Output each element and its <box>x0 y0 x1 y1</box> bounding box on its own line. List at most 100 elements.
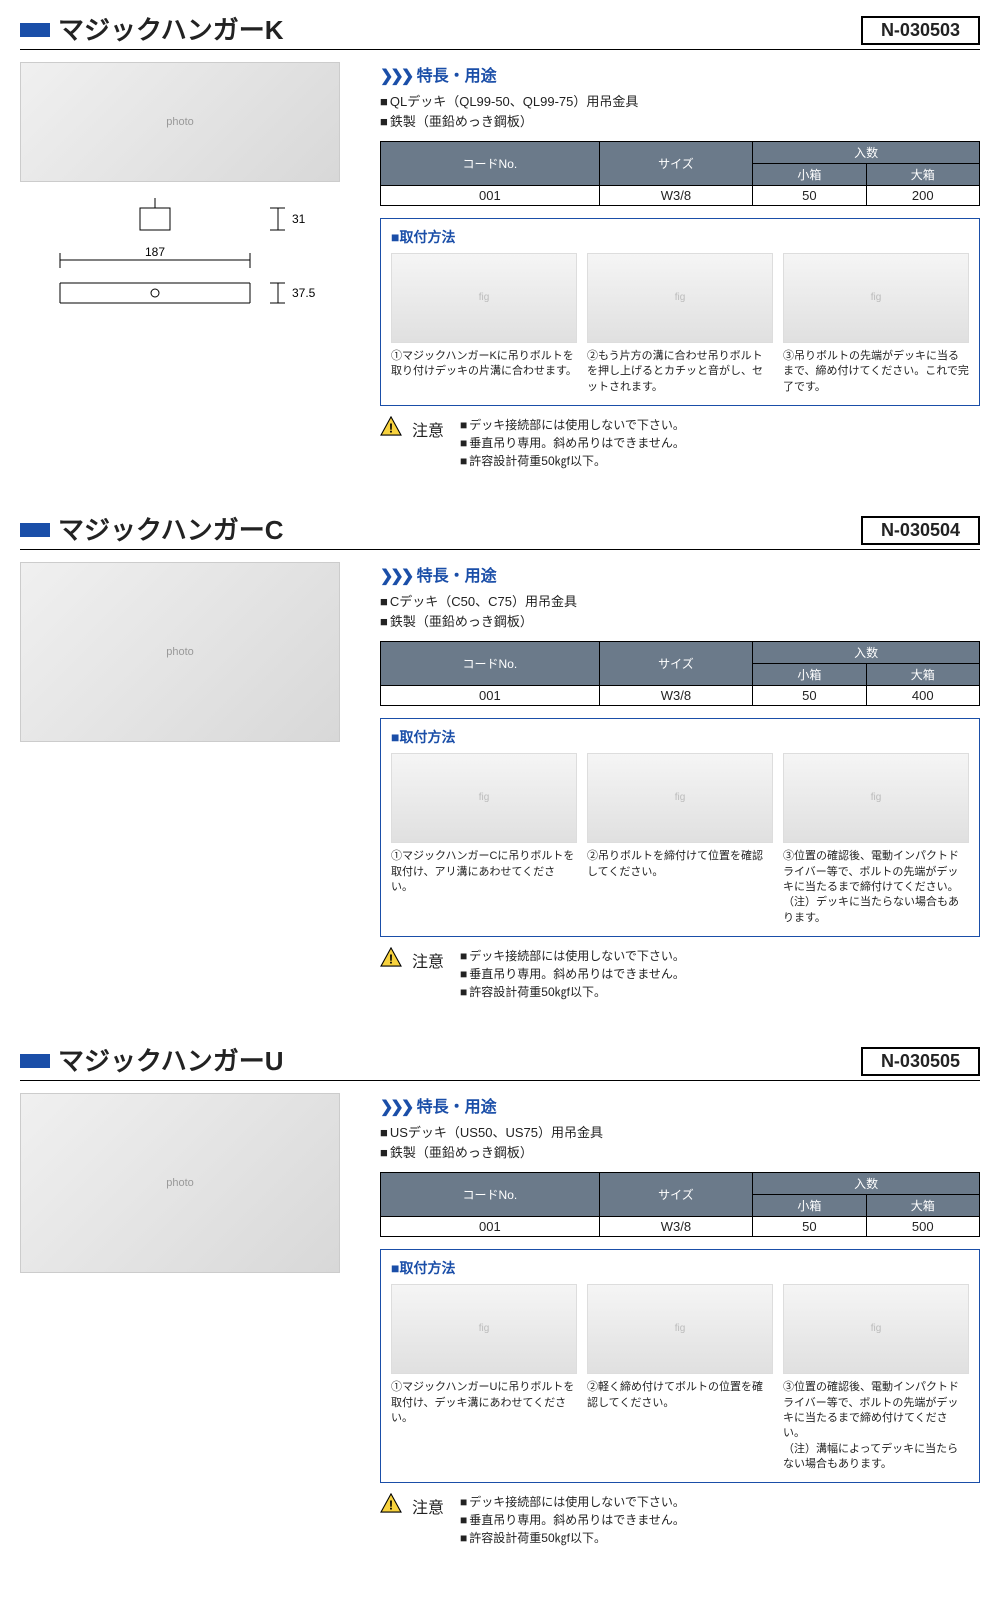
product-header: マジックハンガーK N-030503 <box>20 10 980 50</box>
feature-item: 鉄製（亜鉛めっき鋼板） <box>380 612 980 632</box>
attention-block: ! 注意 デッキ接続部には使用しないで下さい。垂直吊り専用。斜め吊りはできません… <box>380 1493 980 1547</box>
method-title: ■取付方法 <box>391 227 969 247</box>
step-text: ②吊りボルトを締付けて位置を確認してください。 <box>587 849 773 880</box>
step-text: ①マジックハンガーUに吊りボルトを取付け、デッキ溝にあわせてください。 <box>391 1380 577 1426</box>
method-box: ■取付方法 fig ①マジックハンガーCに吊りボルトを取付け、アリ溝にあわせてく… <box>380 718 980 937</box>
th-large: 大箱 <box>866 164 979 186</box>
th-qty: 入数 <box>753 1173 980 1195</box>
th-large: 大箱 <box>866 1195 979 1217</box>
dimension-drawing: 187 31 37.5 <box>20 198 360 331</box>
spec-table: コードNo. サイズ 入数 小箱 大箱 001W3/850400 <box>380 641 980 706</box>
product-title: マジックハンガーC <box>58 510 861 547</box>
step-text: ③吊りボルトの先端がデッキに当るまで、締め付けてください。これで完了です。 <box>783 349 969 395</box>
step-illustration: fig <box>587 253 773 343</box>
features-list: Cデッキ（C50、C75）用吊金具鉄製（亜鉛めっき鋼板） <box>380 592 980 631</box>
attention-list: デッキ接続部には使用しないで下さい。垂直吊り専用。斜め吊りはできません。許容設計… <box>460 416 685 470</box>
th-size: サイズ <box>599 1173 752 1217</box>
step-text: ①マジックハンガーKに吊りボルトを取り付けデッキの片溝に合わせます。 <box>391 349 577 380</box>
method-step: fig ①マジックハンガーCに吊りボルトを取付け、アリ溝にあわせてください。 <box>391 753 577 926</box>
method-step: fig ②もう片方の溝に合わせ吊りボルトを押し上げるとカチッと音がし、セットされ… <box>587 253 773 395</box>
right-column: 特長・用途 QLデッキ（QL99-50、QL99-75）用吊金具鉄製（亜鉛めっき… <box>380 62 980 470</box>
method-box: ■取付方法 fig ①マジックハンガーKに吊りボルトを取り付けデッキの片溝に合わ… <box>380 218 980 406</box>
step-illustration: fig <box>783 1284 969 1374</box>
step-illustration: fig <box>391 753 577 843</box>
attention-item: 垂直吊り専用。斜め吊りはできません。 <box>460 1511 685 1529</box>
attention-block: ! 注意 デッキ接続部には使用しないで下さい。垂直吊り専用。斜め吊りはできません… <box>380 416 980 470</box>
product-section: マジックハンガーC N-030504 photo 特長・用途 Cデッキ（C50、… <box>20 510 980 1001</box>
svg-text:187: 187 <box>145 245 165 259</box>
step-illustration: fig <box>587 753 773 843</box>
attention-label: 注意 <box>412 1493 444 1518</box>
th-code: コードNo. <box>381 1173 600 1217</box>
product-code: N-030504 <box>861 516 980 545</box>
svg-text:!: ! <box>389 421 393 436</box>
right-column: 特長・用途 Cデッキ（C50、C75）用吊金具鉄製（亜鉛めっき鋼板） コードNo… <box>380 562 980 1001</box>
feature-item: 鉄製（亜鉛めっき鋼板） <box>380 1143 980 1163</box>
table-row: 001W3/850400 <box>381 686 980 706</box>
step-illustration: fig <box>783 753 969 843</box>
table-row: 001W3/850500 <box>381 1217 980 1237</box>
product-header: マジックハンガーC N-030504 <box>20 510 980 550</box>
th-large: 大箱 <box>866 664 979 686</box>
svg-text:!: ! <box>389 951 393 966</box>
product-title: マジックハンガーK <box>58 10 861 47</box>
method-step: fig ③吊りボルトの先端がデッキに当るまで、締め付けてください。これで完了です… <box>783 253 969 395</box>
product-code: N-030503 <box>861 16 980 45</box>
product-section: マジックハンガーU N-030505 photo 特長・用途 USデッキ（US5… <box>20 1041 980 1547</box>
step-illustration: fig <box>783 253 969 343</box>
left-column: photo <box>20 562 360 1001</box>
left-column: photo <box>20 1093 360 1547</box>
method-step: fig ②吊りボルトを締付けて位置を確認してください。 <box>587 753 773 926</box>
product-header: マジックハンガーU N-030505 <box>20 1041 980 1081</box>
svg-text:!: ! <box>389 1498 393 1513</box>
step-text: ③位置の確認後、電動インパクトドライバー等で、ボルトの先端がデッキに当たるまで締… <box>783 1380 969 1472</box>
product-code: N-030505 <box>861 1047 980 1076</box>
th-small: 小箱 <box>753 664 866 686</box>
feature-item: Cデッキ（C50、C75）用吊金具 <box>380 592 980 612</box>
attention-list: デッキ接続部には使用しないで下さい。垂直吊り専用。斜め吊りはできません。許容設計… <box>460 1493 685 1547</box>
attention-item: デッキ接続部には使用しないで下さい。 <box>460 1493 685 1511</box>
step-text: ②もう片方の溝に合わせ吊りボルトを押し上げるとカチッと音がし、セットされます。 <box>587 349 773 395</box>
attention-list: デッキ接続部には使用しないで下さい。垂直吊り専用。斜め吊りはできません。許容設計… <box>460 947 685 1001</box>
attention-block: ! 注意 デッキ接続部には使用しないで下さい。垂直吊り専用。斜め吊りはできません… <box>380 947 980 1001</box>
warning-icon: ! <box>380 947 402 967</box>
attention-item: デッキ接続部には使用しないで下さい。 <box>460 947 685 965</box>
attention-item: 許容設計荷重50㎏f以下。 <box>460 452 685 470</box>
spec-table: コードNo. サイズ 入数 小箱 大箱 001W3/850200 <box>380 141 980 206</box>
th-qty: 入数 <box>753 142 980 164</box>
attention-label: 注意 <box>412 416 444 441</box>
warning-icon: ! <box>380 1493 402 1513</box>
step-text: ③位置の確認後、電動インパクトドライバー等で、ボルトの先端がデッキに当たるまで締… <box>783 849 969 926</box>
feature-item: USデッキ（US50、US75）用吊金具 <box>380 1123 980 1143</box>
attention-item: 垂直吊り専用。斜め吊りはできません。 <box>460 965 685 983</box>
product-title: マジックハンガーU <box>58 1041 861 1078</box>
header-mark <box>20 523 50 537</box>
left-column: photo <box>20 62 360 470</box>
th-size: サイズ <box>599 642 752 686</box>
attention-item: 許容設計荷重50㎏f以下。 <box>460 1529 685 1547</box>
features-list: USデッキ（US50、US75）用吊金具鉄製（亜鉛めっき鋼板） <box>380 1123 980 1162</box>
th-small: 小箱 <box>753 164 866 186</box>
features-header: 特長・用途 <box>380 62 980 86</box>
method-step: fig ①マジックハンガーKに吊りボルトを取り付けデッキの片溝に合わせます。 <box>391 253 577 395</box>
attention-item: デッキ接続部には使用しないで下さい。 <box>460 416 685 434</box>
th-code: コードNo. <box>381 142 600 186</box>
table-row: 001W3/850200 <box>381 186 980 206</box>
feature-item: 鉄製（亜鉛めっき鋼板） <box>380 112 980 132</box>
right-column: 特長・用途 USデッキ（US50、US75）用吊金具鉄製（亜鉛めっき鋼板） コー… <box>380 1093 980 1547</box>
svg-text:31: 31 <box>292 212 306 226</box>
features-list: QLデッキ（QL99-50、QL99-75）用吊金具鉄製（亜鉛めっき鋼板） <box>380 92 980 131</box>
warning-icon: ! <box>380 416 402 436</box>
th-qty: 入数 <box>753 642 980 664</box>
method-step: fig ①マジックハンガーUに吊りボルトを取付け、デッキ溝にあわせてください。 <box>391 1284 577 1472</box>
th-small: 小箱 <box>753 1195 866 1217</box>
product-photo: photo <box>20 1093 340 1273</box>
attention-item: 垂直吊り専用。斜め吊りはできません。 <box>460 434 685 452</box>
step-illustration: fig <box>587 1284 773 1374</box>
step-illustration: fig <box>391 253 577 343</box>
method-step: fig ②軽く締め付けてボルトの位置を確認してください。 <box>587 1284 773 1472</box>
features-header: 特長・用途 <box>380 1093 980 1117</box>
method-step: fig ③位置の確認後、電動インパクトドライバー等で、ボルトの先端がデッキに当た… <box>783 1284 969 1472</box>
product-photo: photo <box>20 62 340 182</box>
header-mark <box>20 1054 50 1068</box>
